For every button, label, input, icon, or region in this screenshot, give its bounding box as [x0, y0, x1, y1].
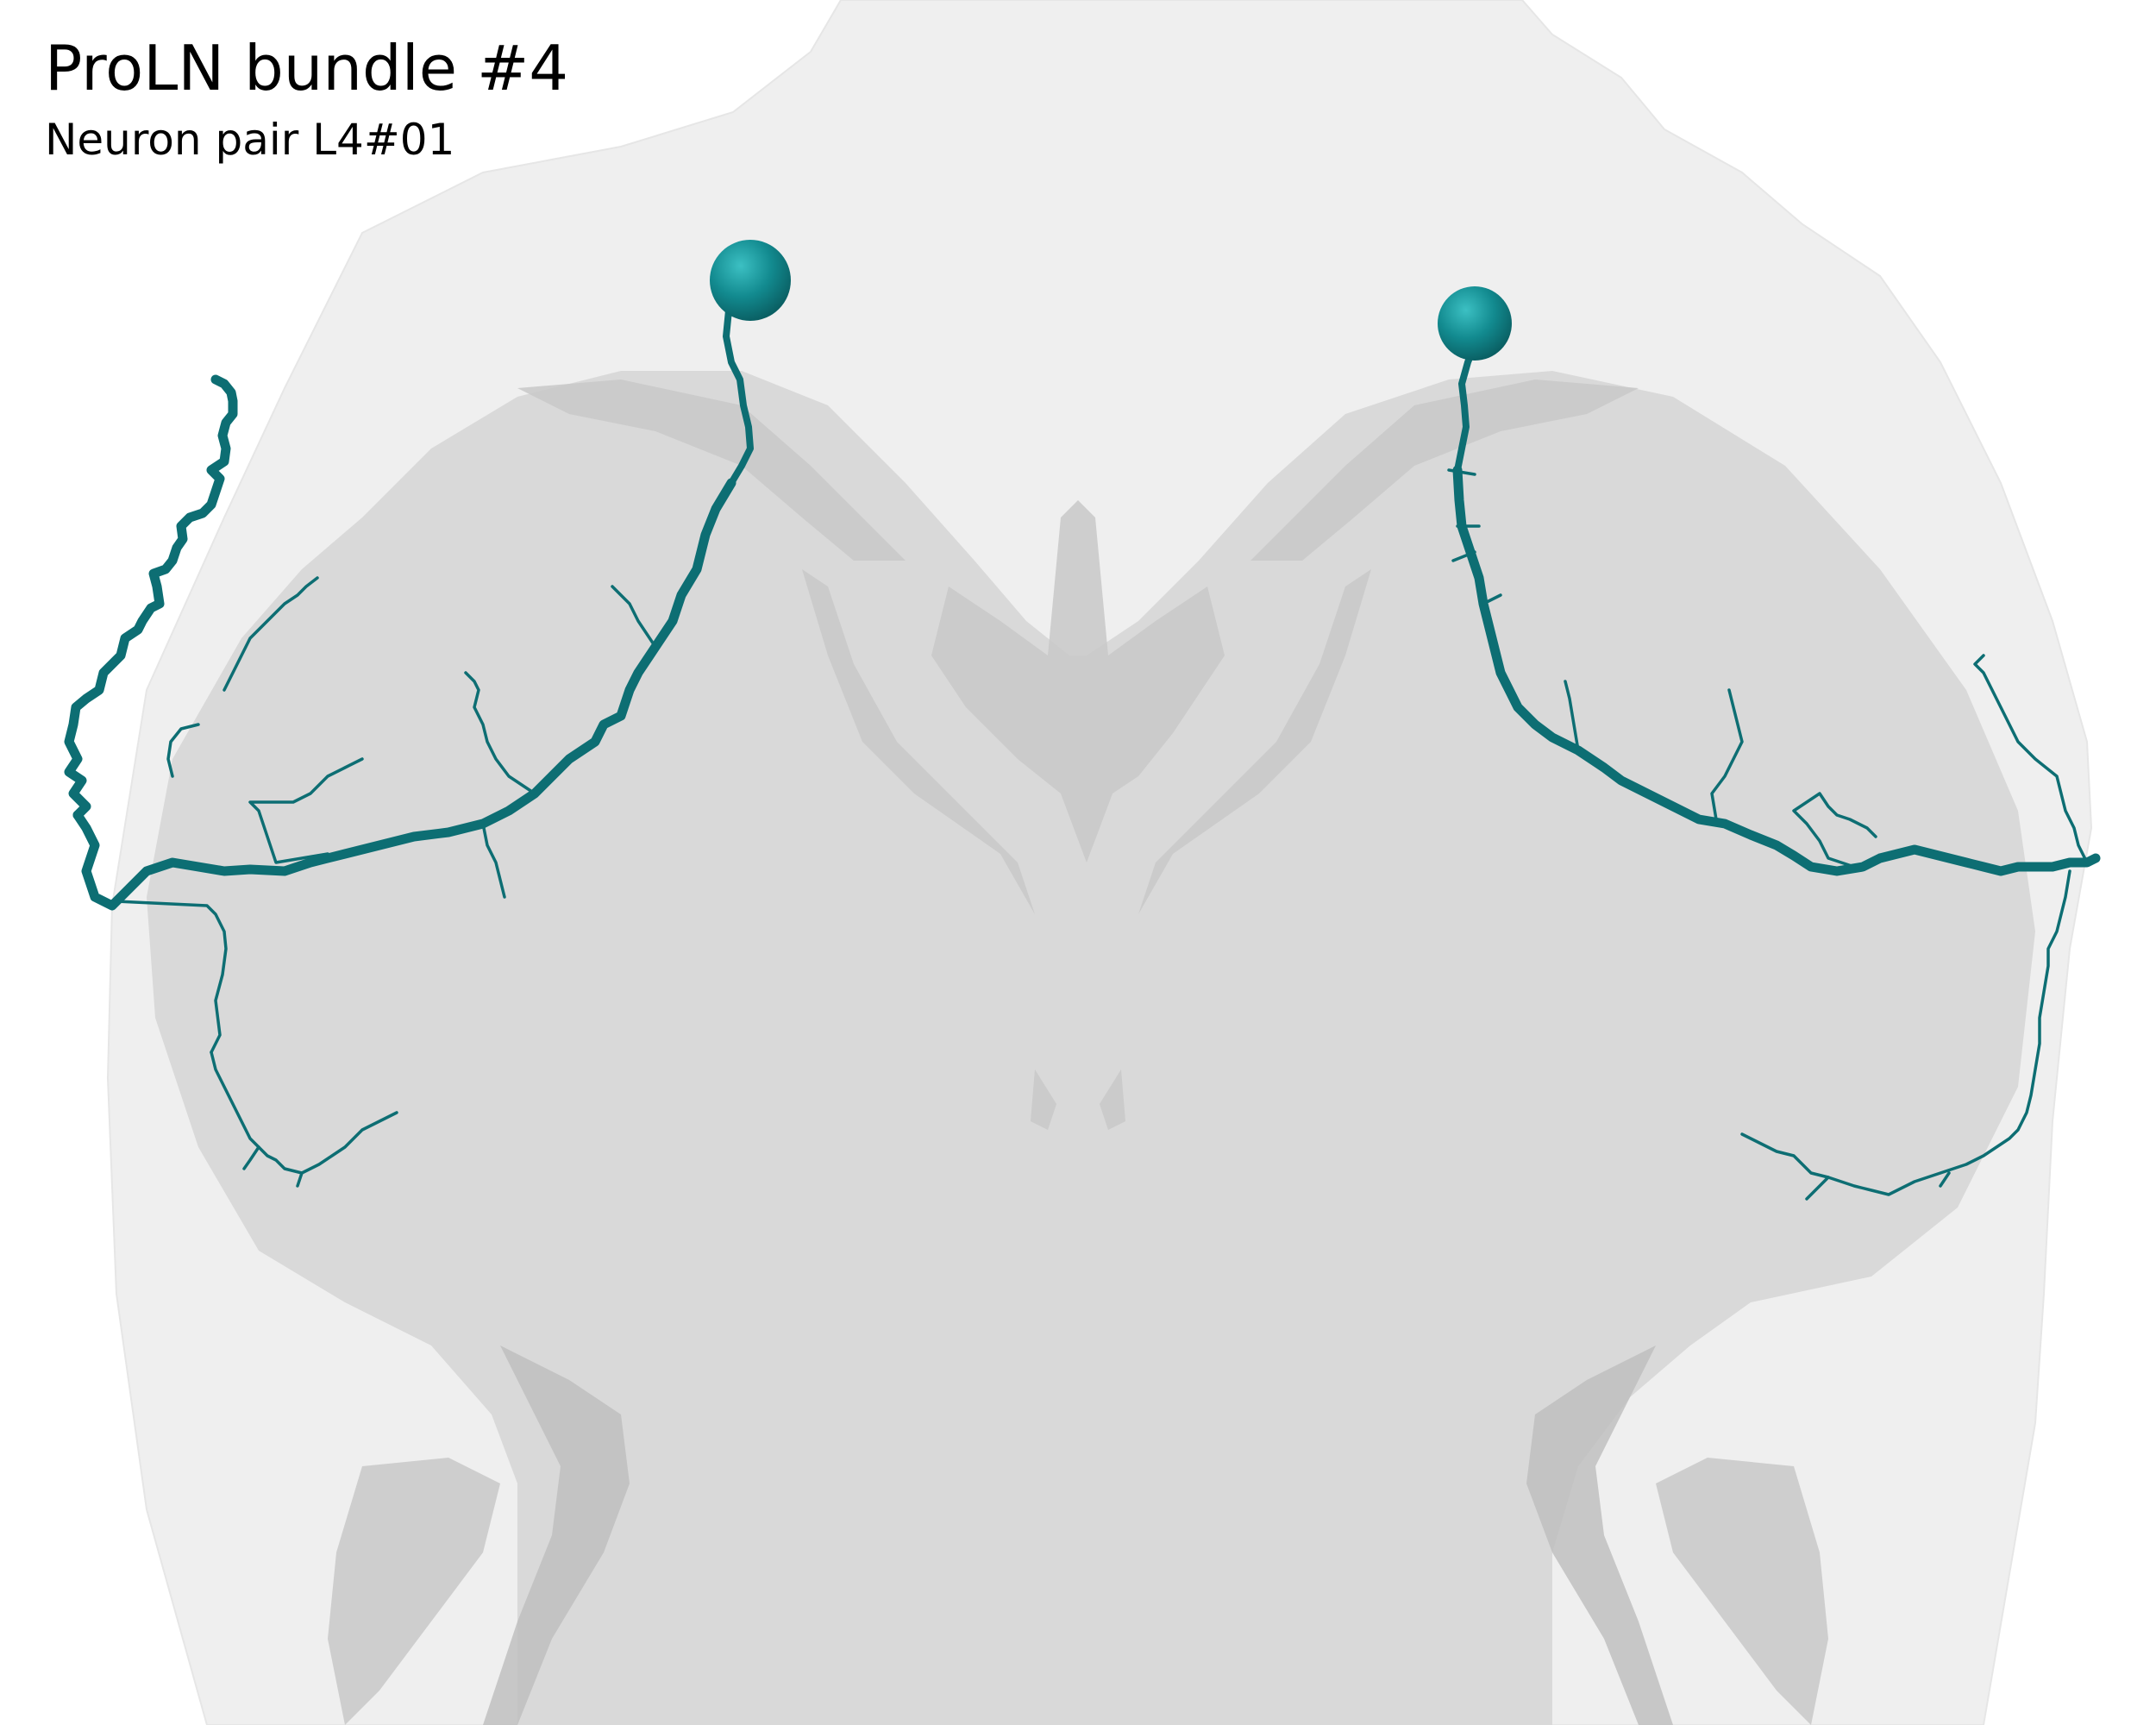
right-inner-fold — [1138, 569, 1371, 914]
left-branch-7 — [115, 900, 228, 1054]
right-branch-1 — [1447, 468, 1502, 605]
left-soma — [710, 240, 791, 321]
right-branch-3 — [1710, 688, 1744, 821]
left-neuron — [64, 240, 791, 1188]
left-branch-5 — [611, 585, 657, 649]
right-branch-2 — [1564, 680, 1580, 752]
left-ventral-twig — [242, 1145, 304, 1188]
left-branch-2 — [222, 576, 319, 692]
right-lobe-upper-fold — [1250, 380, 1639, 561]
right-main-trunk — [1452, 465, 2101, 876]
left-neck-fold — [483, 1346, 630, 1725]
left-branch-4 — [464, 671, 536, 795]
center-notch — [1031, 1070, 1125, 1130]
right-branch-4 — [1792, 792, 1877, 869]
left-main-trunk — [72, 478, 736, 911]
left-ventral-branch — [210, 1051, 398, 1175]
left-branch-6 — [166, 723, 200, 778]
figure-title: ProLN bundle #4 — [45, 32, 569, 104]
figure-subtitle: Neuron pair L4#01 — [45, 115, 455, 165]
right-ventral-branch — [1740, 869, 2071, 1196]
left-primary-neurite — [723, 307, 754, 486]
right-neck-fold — [1526, 1346, 1673, 1725]
right-primary-neurite — [1454, 342, 1478, 474]
right-neuron — [1438, 286, 2101, 1201]
center-fold — [931, 500, 1225, 862]
left-branch-1 — [248, 757, 364, 864]
left-lobe-upper-fold — [517, 380, 906, 561]
left-inner-fold — [802, 569, 1035, 914]
left-branch-3 — [481, 822, 506, 899]
right-soma — [1438, 286, 1512, 361]
right-ventral-twig — [1805, 1171, 1951, 1201]
right-branch-5 — [1973, 654, 2089, 864]
left-lower-lobe — [328, 1458, 500, 1725]
right-lower-lobe — [1656, 1458, 1828, 1725]
left-lateral-coil — [64, 374, 238, 820]
